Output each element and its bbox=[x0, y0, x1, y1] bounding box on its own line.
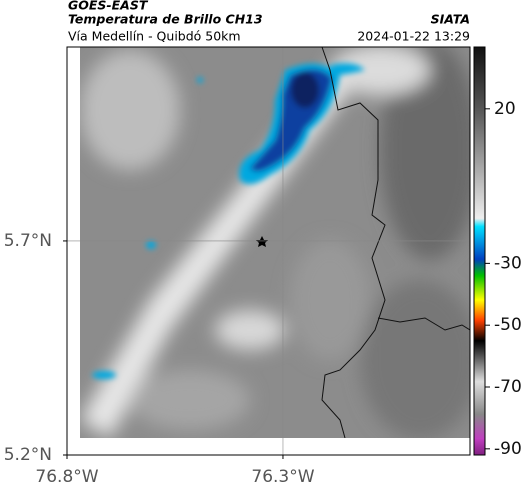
colorbar-tick-label: -70 bbox=[494, 377, 522, 397]
source: SIATA bbox=[431, 12, 470, 27]
colorbar bbox=[473, 46, 486, 456]
x-tick-label: 76.8°W bbox=[35, 467, 98, 487]
product: Temperatura de Brillo CH13 bbox=[68, 12, 263, 27]
colorbar-tick-label: -90 bbox=[494, 439, 522, 459]
colorbar-tick-label: -50 bbox=[494, 315, 522, 335]
x-tick-label: 76.3°W bbox=[251, 467, 314, 487]
colorbar-tick-label: 20 bbox=[494, 99, 516, 119]
region: Vía Medellín - Quibdó 50km bbox=[68, 29, 241, 44]
map-frame bbox=[66, 46, 471, 456]
datetime: 2024-01-22 13:29 bbox=[357, 29, 470, 44]
y-tick-label: 5.2°N bbox=[4, 445, 52, 465]
satellite-image bbox=[80, 47, 470, 438]
satellite: GOES-EAST bbox=[68, 0, 149, 13]
axes: 76.8°W 76.3°W 5.2°N 5.7°N 20 -30 -50 -70 -90 bbox=[4, 47, 522, 487]
y-tick-label: 5.7°N bbox=[4, 231, 52, 251]
colorbar-tick-label: -30 bbox=[494, 253, 522, 273]
